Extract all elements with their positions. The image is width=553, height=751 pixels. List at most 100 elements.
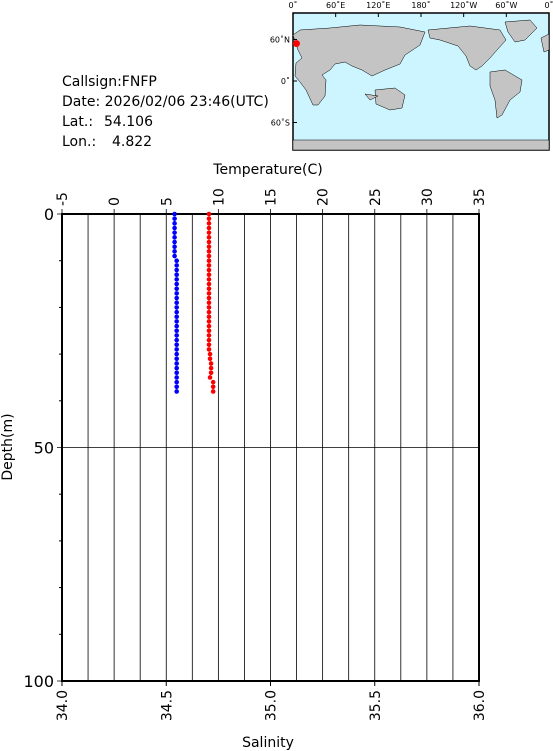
- data-point: [206, 258, 212, 264]
- y-tick-label: 0: [44, 205, 54, 224]
- data-point: [206, 309, 212, 315]
- x-bottom-tick-label: 36.0: [472, 690, 488, 721]
- map-x-tick-label: 60˚E: [326, 0, 345, 10]
- x-top-tick-label: 10: [211, 188, 227, 206]
- data-point: [206, 211, 212, 217]
- map-x-tick-label: 0˚: [544, 0, 553, 10]
- data-point: [174, 309, 179, 315]
- y-tick-label: 100: [23, 672, 54, 691]
- x-top-tick-label: 30: [420, 188, 436, 206]
- data-point: [206, 337, 212, 343]
- data-point: [206, 235, 212, 240]
- data-point: [174, 356, 179, 362]
- data-point: [206, 263, 212, 268]
- y-axis-title: Depth(m): [0, 413, 16, 480]
- data-point: [172, 244, 177, 249]
- data-point: [172, 225, 177, 231]
- data-point: [172, 221, 177, 226]
- x-bottom-tick-label: 34.5: [159, 690, 175, 721]
- data-point: [174, 379, 179, 385]
- data-point: [207, 375, 213, 380]
- data-point: [206, 230, 212, 235]
- x-axis-title-bottom: Salinity: [242, 735, 294, 751]
- callsign: Callsign:FNFP: [62, 74, 157, 90]
- data-point: [174, 375, 179, 380]
- date: Date: 2026/02/06 23:46(UTC): [62, 94, 269, 110]
- y-tick-label: 50: [34, 439, 54, 458]
- data-point: [174, 291, 179, 296]
- data-point: [174, 263, 179, 268]
- map-y-tick-label: 60˚N: [270, 35, 290, 45]
- data-point: [174, 361, 179, 366]
- data-point: [174, 277, 179, 282]
- lat-value: 54.106: [104, 114, 153, 130]
- map-y-tick-label: 0˚: [281, 76, 290, 86]
- data-point: [172, 253, 177, 259]
- data-point: [174, 267, 179, 273]
- map-position: [292, 40, 300, 48]
- map-x-tick-label: 120˚W: [450, 0, 477, 10]
- data-point: [172, 249, 177, 254]
- data-point: [206, 225, 212, 231]
- map-x-tick-label: 180˚: [411, 0, 430, 10]
- x-bottom-tick-label: 35.5: [368, 690, 384, 721]
- data-point: [174, 370, 179, 376]
- x-bottom-tick-label: 34.0: [55, 690, 71, 721]
- x-axis-title-top: Temperature(C): [212, 162, 322, 178]
- data-point: [174, 295, 179, 301]
- data-point: [206, 305, 212, 310]
- x-top-tick-label: 25: [368, 188, 384, 206]
- data-point: [174, 319, 179, 324]
- plot-frame: [61, 213, 480, 682]
- data-point: [206, 249, 212, 254]
- data-point: [206, 319, 212, 324]
- data-point: [172, 230, 177, 235]
- data-point: [206, 267, 212, 273]
- data-point: [174, 286, 179, 292]
- x-bottom-tick-label: 35.0: [264, 690, 280, 721]
- x-top-tick-label: 20: [316, 188, 332, 206]
- data-point: [208, 365, 214, 371]
- data-point: [206, 286, 212, 292]
- data-point: [206, 347, 212, 352]
- data-point: [174, 342, 179, 348]
- data-point: [210, 379, 216, 385]
- data-point: [206, 281, 212, 287]
- data-point: [208, 370, 214, 376]
- lon-label: Lon.:: [62, 134, 96, 150]
- map-y-tick-label: 60˚S: [271, 118, 290, 128]
- data-point: [172, 239, 177, 245]
- data-point: [174, 328, 179, 334]
- data-point: [206, 323, 212, 329]
- data-point: [174, 384, 179, 390]
- data-point: [174, 351, 179, 357]
- data-point: [174, 300, 179, 306]
- data-point: [206, 342, 212, 348]
- map-x-tick-label: 60˚W: [495, 0, 517, 10]
- x-top-tick-label: 5: [159, 197, 175, 206]
- data-point: [207, 351, 213, 357]
- data-point: [206, 216, 212, 221]
- data-point: [206, 239, 212, 245]
- x-top-tick-label: -5: [55, 192, 71, 206]
- lon-value: 4.822: [112, 134, 152, 150]
- map-x-tick-label: 0˚: [288, 0, 297, 10]
- data-point: [206, 314, 212, 320]
- data-point: [174, 314, 179, 320]
- data-point: [206, 300, 212, 306]
- data-point: [206, 244, 212, 249]
- data-point: [174, 281, 179, 287]
- data-point: [206, 221, 212, 226]
- data-point: [174, 337, 179, 343]
- data-point: [174, 323, 179, 329]
- data-point: [174, 258, 179, 264]
- x-top-tick-label: 15: [264, 188, 280, 206]
- data-point: [174, 333, 179, 338]
- data-point: [206, 333, 212, 338]
- data-point: [210, 384, 216, 390]
- data-point: [207, 356, 213, 362]
- data-point: [206, 328, 212, 334]
- data-point: [206, 295, 212, 301]
- data-point: [172, 211, 177, 217]
